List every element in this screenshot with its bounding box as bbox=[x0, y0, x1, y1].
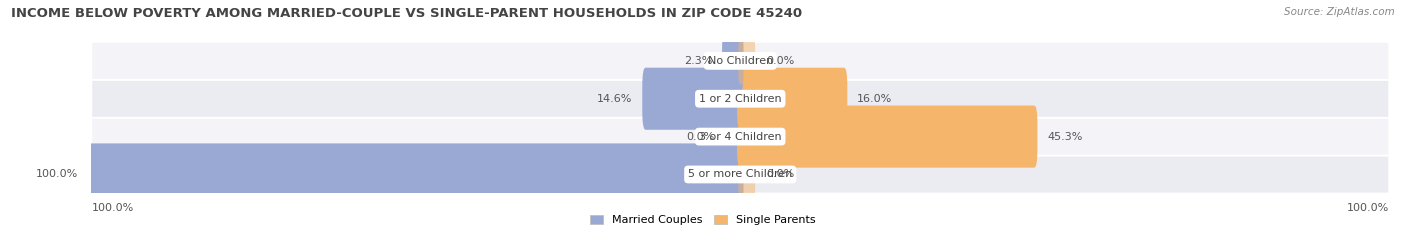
Text: 2.3%: 2.3% bbox=[683, 56, 713, 66]
Text: 3 or 4 Children: 3 or 4 Children bbox=[699, 132, 782, 142]
Text: 100.0%: 100.0% bbox=[91, 203, 134, 213]
Text: 100.0%: 100.0% bbox=[37, 169, 79, 179]
Text: 5 or more Children: 5 or more Children bbox=[688, 169, 793, 179]
FancyBboxPatch shape bbox=[91, 80, 1389, 118]
FancyBboxPatch shape bbox=[91, 42, 1389, 80]
FancyBboxPatch shape bbox=[737, 68, 848, 130]
Text: 0.0%: 0.0% bbox=[766, 169, 794, 179]
Text: Source: ZipAtlas.com: Source: ZipAtlas.com bbox=[1284, 7, 1395, 17]
Text: 45.3%: 45.3% bbox=[1047, 132, 1083, 142]
Text: 0.0%: 0.0% bbox=[686, 132, 714, 142]
Text: INCOME BELOW POVERTY AMONG MARRIED-COUPLE VS SINGLE-PARENT HOUSEHOLDS IN ZIP COD: INCOME BELOW POVERTY AMONG MARRIED-COUPL… bbox=[11, 7, 803, 20]
FancyBboxPatch shape bbox=[725, 113, 742, 160]
FancyBboxPatch shape bbox=[89, 143, 744, 206]
Text: 100.0%: 100.0% bbox=[1347, 203, 1389, 213]
Text: No Children: No Children bbox=[707, 56, 773, 66]
Text: 1 or 2 Children: 1 or 2 Children bbox=[699, 94, 782, 104]
FancyBboxPatch shape bbox=[91, 118, 1389, 156]
Text: 16.0%: 16.0% bbox=[858, 94, 893, 104]
FancyBboxPatch shape bbox=[723, 30, 744, 92]
Legend: Married Couples, Single Parents: Married Couples, Single Parents bbox=[591, 215, 815, 225]
FancyBboxPatch shape bbox=[91, 156, 1389, 193]
Text: 0.0%: 0.0% bbox=[766, 56, 794, 66]
FancyBboxPatch shape bbox=[643, 68, 744, 130]
FancyBboxPatch shape bbox=[737, 106, 1038, 168]
FancyBboxPatch shape bbox=[738, 151, 755, 198]
Text: 14.6%: 14.6% bbox=[598, 94, 633, 104]
FancyBboxPatch shape bbox=[738, 37, 755, 84]
